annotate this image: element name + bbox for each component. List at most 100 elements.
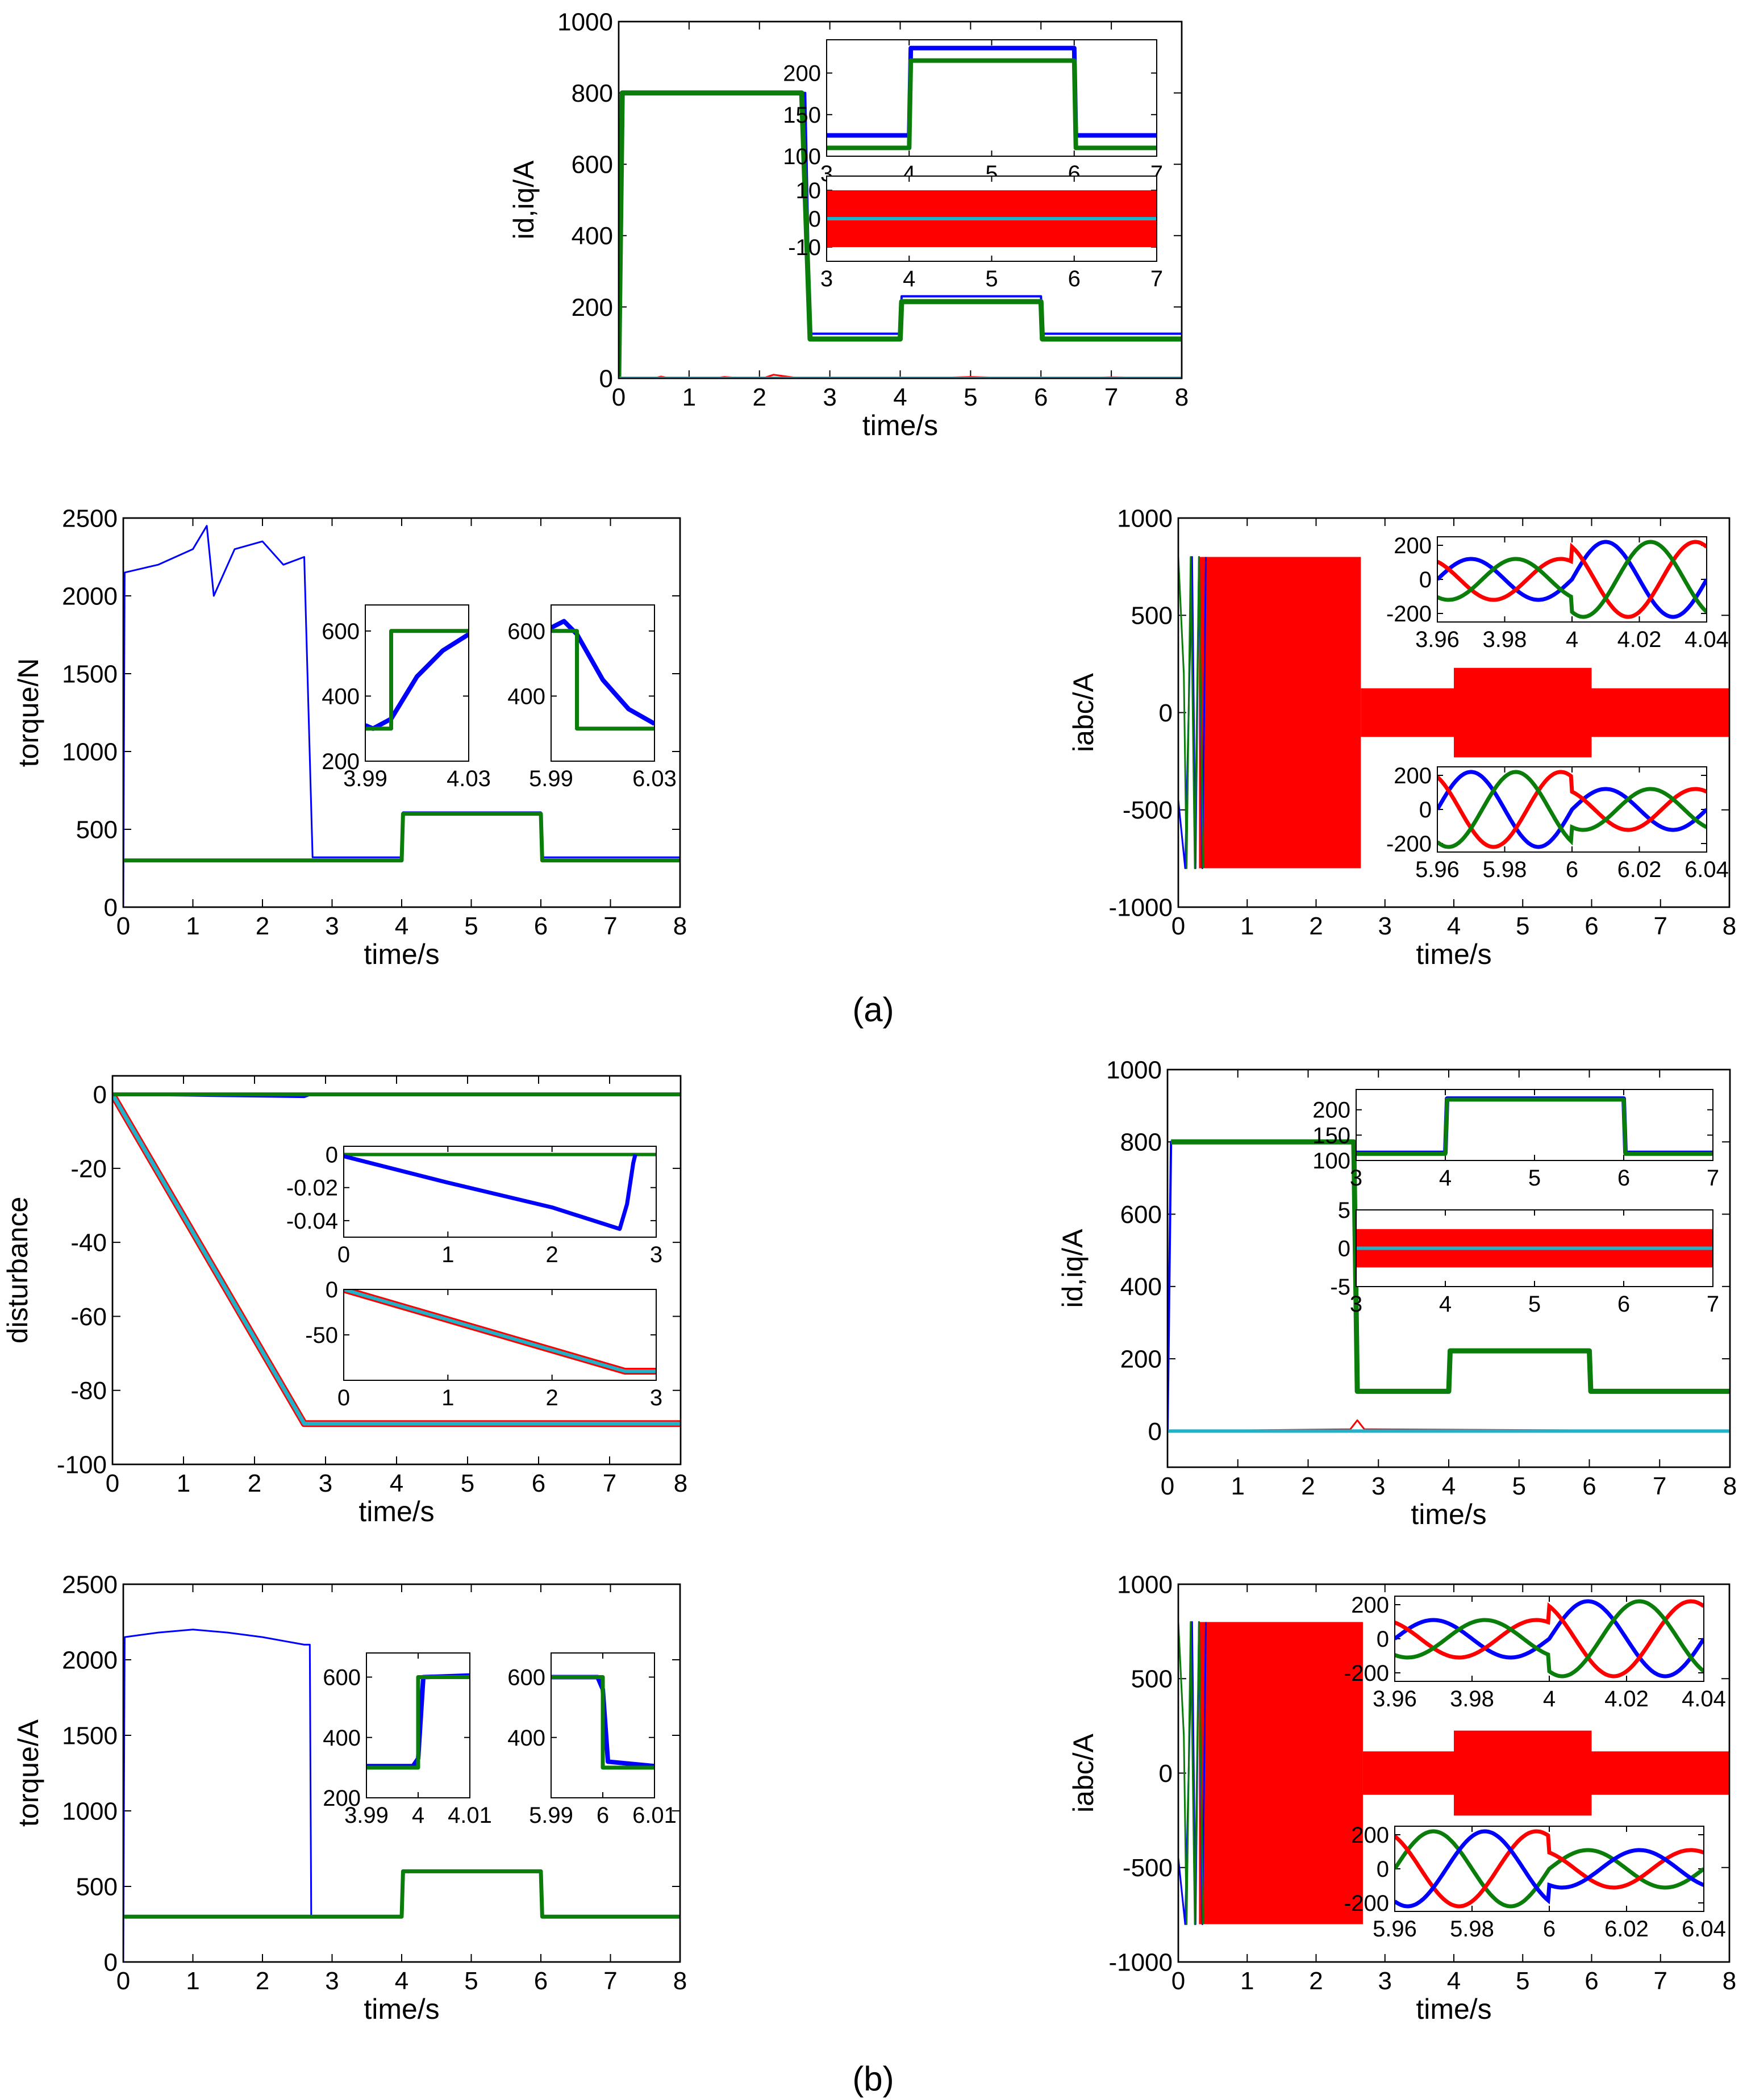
y-tick-label: 400	[323, 1726, 361, 1751]
x-tick-label: 3	[1378, 1967, 1392, 1995]
inset-frame	[826, 176, 1157, 262]
series-line-green	[1171, 1139, 1730, 1394]
inset-frame	[1356, 1209, 1713, 1287]
y-tick-label: -200	[1344, 1891, 1389, 1916]
y-tick-label: 500	[1131, 1665, 1173, 1693]
inset-b-torque-1: 5.99 6 6.01 400 600	[507, 1652, 677, 1828]
plot-frame	[111, 1075, 682, 1466]
x-tick-label: 6	[1617, 1292, 1630, 1317]
x-tick-label: 3	[820, 266, 833, 291]
x-tick-label: 5	[1528, 1166, 1541, 1191]
x-tick-label: 3	[1350, 1166, 1362, 1191]
x-tick-label: 4.01	[448, 1803, 492, 1828]
plot-frame	[122, 517, 681, 908]
y-tick-label: 0	[1419, 567, 1432, 592]
x-tick-label: 5	[985, 266, 998, 291]
x-tick-label: 0	[106, 1469, 119, 1497]
series-line-green	[1178, 1621, 1204, 1925]
series-line-green	[1356, 1097, 1713, 1156]
y-tick-label: -200	[1386, 602, 1432, 627]
y-tick-label: 0	[1419, 798, 1432, 823]
y-tick-label: 500	[76, 1873, 118, 1901]
inset-series	[827, 190, 1157, 247]
x-tick-label: 6.03	[632, 766, 677, 791]
y-tick-label: 0	[93, 1081, 107, 1109]
x-tick-label: 1	[441, 1385, 454, 1410]
x-tick-label: 5.99	[529, 1803, 573, 1828]
y-tick-label: 0	[1377, 1857, 1389, 1882]
x-tick-label: 0	[337, 1242, 350, 1267]
y-tick-label: 200	[323, 1786, 361, 1811]
x-tick-label: 5	[1528, 1292, 1541, 1317]
x-tick-label: 4.02	[1604, 1686, 1649, 1711]
y-axis-label: disturbance	[2, 1197, 34, 1344]
x-tick-label: 6.02	[1617, 857, 1662, 882]
series-line-blue	[551, 619, 654, 726]
inset-frame	[343, 1289, 657, 1381]
inset-frame	[1356, 1089, 1713, 1161]
inset-b-dist-1: 0 1 2 3 -50 0	[305, 1277, 662, 1410]
series-line-green	[551, 629, 654, 731]
inset-a-torque-1: 5.99 6.03 400 600	[507, 604, 677, 791]
phase-wave-red	[1395, 1829, 1704, 1909]
x-tick-label: 0	[116, 912, 130, 940]
chart-b-idiq: 0 1 2 3 4 5 6 7 802004006008001000time/sid,iq/A3…	[1057, 1056, 1737, 1530]
y-tick-label: -500	[1123, 1854, 1173, 1882]
x-tick-label: 8	[674, 1469, 687, 1497]
chart-a-iabc: 0 1 2 3 4 5 6 7 8 -1000 -500 0 500 1000 time/s iabc/A 3.…	[1068, 504, 1736, 970]
y-tick-label: 2000	[62, 1646, 118, 1674]
inset-series	[1395, 1829, 1704, 1909]
inset-frame	[343, 1146, 657, 1238]
x-tick-label: 5	[1516, 912, 1529, 940]
x-tick-label: 0	[1171, 1967, 1185, 1995]
y-tick-label: 2500	[62, 504, 118, 532]
x-axis-label: time/s	[862, 410, 938, 441]
y-tick-label: 400	[507, 684, 545, 709]
inset-series	[344, 1153, 656, 1231]
inset-series	[344, 1289, 656, 1375]
x-tick-label: 0	[612, 383, 626, 411]
series-group	[123, 525, 680, 907]
y-tick-label: -60	[70, 1303, 107, 1331]
chart-a-torque: 0 1 2 3 4 5 6 7 8 0 500 1000 1500 2000 2500 time/s torqu…	[12, 504, 687, 970]
y-tick-label: 100	[783, 144, 821, 169]
series-band-red	[1199, 557, 1361, 869]
x-tick-label: 3.96	[1415, 627, 1460, 652]
x-tick-label: 0	[116, 1967, 130, 1995]
y-tick-label: 1000	[1117, 504, 1173, 532]
series-line-cyan	[344, 1289, 656, 1373]
y-tick-label: -0.02	[286, 1176, 338, 1201]
inset-frame	[826, 39, 1157, 157]
y-tick-label: 0	[1159, 1760, 1173, 1788]
x-tick-label: 4	[390, 1469, 403, 1497]
x-tick-label: 7	[1150, 266, 1163, 291]
y-tick-label: 1000	[62, 1797, 118, 1825]
series-group	[1178, 1621, 1729, 1925]
inset-area	[343, 1146, 657, 1238]
y-tick-label: 200	[1312, 1098, 1350, 1123]
y-tick-label: -40	[70, 1229, 107, 1257]
series-line-blue	[827, 45, 1157, 138]
x-tick-label: 2	[248, 1469, 261, 1497]
series-line-green	[1178, 556, 1204, 869]
x-tick-label: 7	[1707, 1292, 1719, 1317]
y-tick-label: 0	[326, 1277, 338, 1302]
y-tick-label: -1000	[1108, 894, 1173, 921]
x-tick-label: 3	[1378, 912, 1392, 940]
inset-area	[365, 604, 469, 762]
x-tick-label: 1	[186, 912, 199, 940]
inset-frame	[366, 1652, 470, 1798]
x-tick-label: 6	[1034, 383, 1048, 411]
inset-series	[551, 1675, 654, 1770]
series-line-green	[827, 58, 1157, 151]
x-tick-label: 6.02	[1604, 1917, 1649, 1942]
y-tick-label: -50	[305, 1323, 338, 1348]
y-tick-label: 100	[1312, 1149, 1350, 1174]
inset-frame	[1437, 536, 1707, 623]
y-tick-label: 200	[1351, 1593, 1389, 1618]
phase-wave-green	[1437, 770, 1707, 849]
x-tick-label: 3	[325, 1967, 339, 1995]
